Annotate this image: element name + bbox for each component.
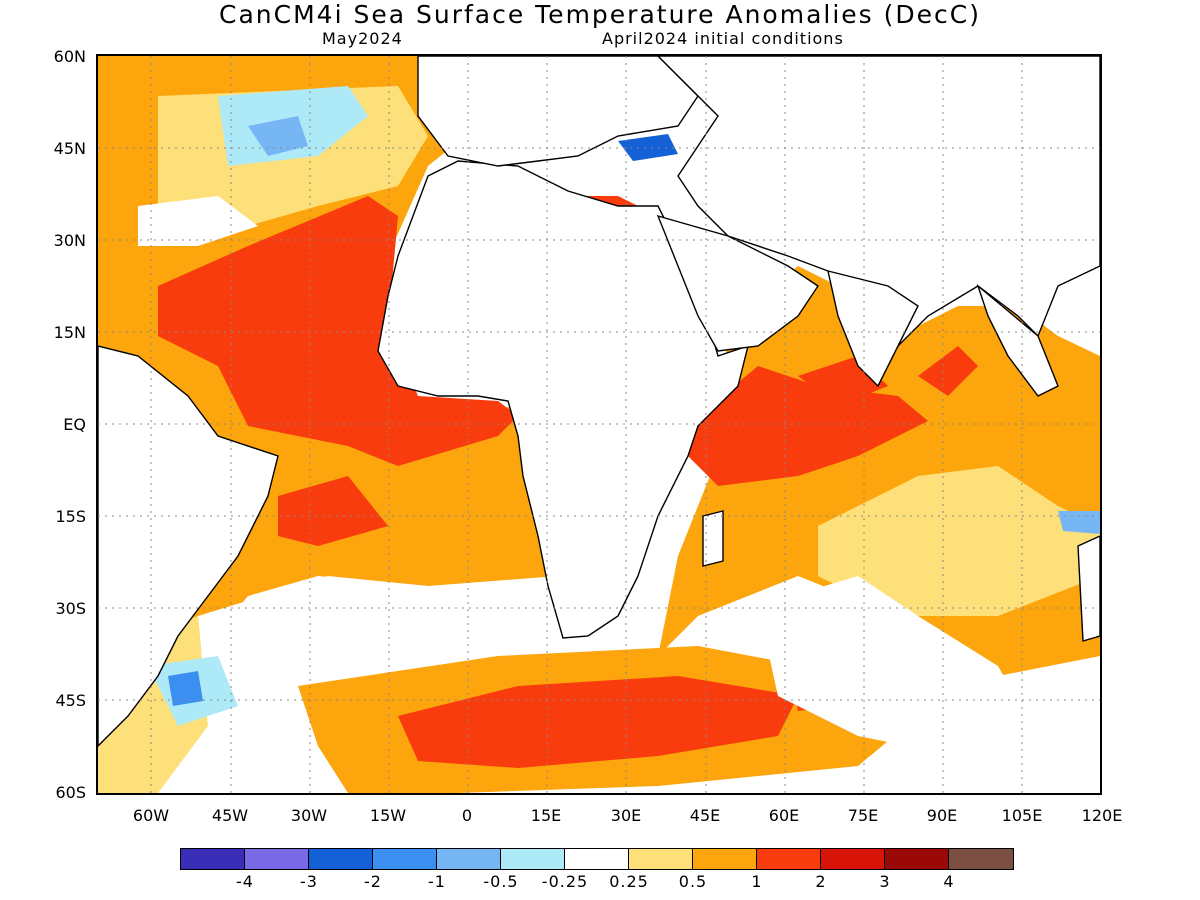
colorbar-swatch bbox=[821, 849, 885, 869]
colorbar-swatch bbox=[437, 849, 501, 869]
anomaly-region-white-30n bbox=[138, 196, 258, 246]
lat-label-30n: 30N bbox=[53, 231, 86, 250]
lat-label-30s: 30S bbox=[55, 599, 86, 618]
colorbar-swatch bbox=[885, 849, 949, 869]
colorbar-label: 0.25 bbox=[609, 872, 649, 891]
colorbar-swatch bbox=[565, 849, 629, 869]
anomaly-region-south-atlantic-red bbox=[278, 476, 388, 546]
colorbar-label: 1 bbox=[751, 872, 763, 891]
anomaly-region-southern-ocean-red bbox=[398, 676, 798, 768]
arabia-outline bbox=[656, 214, 819, 352]
anomaly-region-bay-bengal-red bbox=[918, 346, 978, 396]
anomaly-region-indian-red bbox=[688, 366, 928, 486]
colorbar-label: -0.5 bbox=[483, 872, 519, 891]
anomaly-region-argentina-blue-core bbox=[168, 671, 203, 706]
lon-label-105e: 105E bbox=[1001, 806, 1043, 825]
initial-conditions-label: April2024 initial conditions bbox=[602, 29, 844, 48]
lat-label-15s: 15S bbox=[55, 507, 86, 526]
south-america-outline bbox=[98, 345, 279, 747]
india-outline bbox=[827, 270, 919, 388]
colorbar-label: 0.5 bbox=[678, 872, 708, 891]
lon-label-30e: 30E bbox=[610, 806, 642, 825]
lon-label-0: 0 bbox=[461, 806, 473, 825]
lon-label-90e: 90E bbox=[926, 806, 958, 825]
colorbar-swatch bbox=[181, 849, 245, 869]
lon-label-60e: 60E bbox=[768, 806, 800, 825]
colorbar-swatch bbox=[757, 849, 821, 869]
lon-label-45w: 45W bbox=[211, 806, 249, 825]
lon-label-120e: 120E bbox=[1081, 806, 1123, 825]
lat-label-60n: 60N bbox=[53, 47, 86, 66]
lat-label-45n: 45N bbox=[53, 139, 86, 158]
sst-anomaly-map bbox=[96, 54, 1102, 795]
lat-label-45s: 45S bbox=[55, 691, 86, 710]
lat-label-60s: 60S bbox=[55, 783, 86, 802]
colorbar-swatch bbox=[245, 849, 309, 869]
colorbar-swatch bbox=[309, 849, 373, 869]
colorbar-label: 4 bbox=[943, 872, 955, 891]
anomaly-region-indian-white bbox=[758, 576, 1038, 756]
colorbar-label: -3 bbox=[300, 872, 318, 891]
colorbar-swatch bbox=[949, 849, 1013, 869]
lon-label-60w: 60W bbox=[132, 806, 170, 825]
lat-label-15n: 15N bbox=[53, 323, 86, 342]
map-canvas bbox=[98, 56, 1100, 793]
colorbar-label: -4 bbox=[236, 872, 254, 891]
lon-label-30w: 30W bbox=[290, 806, 328, 825]
landmasses bbox=[98, 56, 1100, 747]
colorbar-label: -1 bbox=[428, 872, 446, 891]
colorbar-label: 3 bbox=[879, 872, 891, 891]
colorbar-label: -2 bbox=[364, 872, 382, 891]
lon-label-15e: 15E bbox=[530, 806, 562, 825]
map-title: CanCM4i Sea Surface Temperature Anomalie… bbox=[219, 0, 981, 29]
lon-label-15w: 15W bbox=[369, 806, 407, 825]
australia-outline bbox=[1077, 535, 1100, 642]
madagascar-outline bbox=[702, 510, 724, 567]
forecast-month-label: May2024 bbox=[322, 29, 403, 48]
lat-label-eq: EQ bbox=[63, 415, 86, 434]
graticule bbox=[98, 56, 1100, 793]
lon-label-45e: 45E bbox=[689, 806, 721, 825]
anomaly-region-tropical-atlantic-red bbox=[158, 196, 518, 466]
colorbar-swatch bbox=[629, 849, 693, 869]
lon-label-75e: 75E bbox=[847, 806, 879, 825]
se-asia-outline bbox=[976, 283, 1059, 397]
colorbar bbox=[180, 848, 1014, 870]
colorbar-label: -0.25 bbox=[541, 872, 589, 891]
anomaly-region-blue-core bbox=[248, 116, 308, 156]
anomaly-region-indian-yellow bbox=[818, 466, 1100, 616]
colorbar-label: 2 bbox=[815, 872, 827, 891]
colorbar-swatch bbox=[501, 849, 565, 869]
anomaly-region-indonesia-blue bbox=[1058, 511, 1100, 534]
africa-outline bbox=[377, 160, 749, 639]
colorbar-swatch bbox=[693, 849, 757, 869]
colorbar-swatch bbox=[373, 849, 437, 869]
anomaly-region-black-sea-blue bbox=[618, 134, 678, 161]
